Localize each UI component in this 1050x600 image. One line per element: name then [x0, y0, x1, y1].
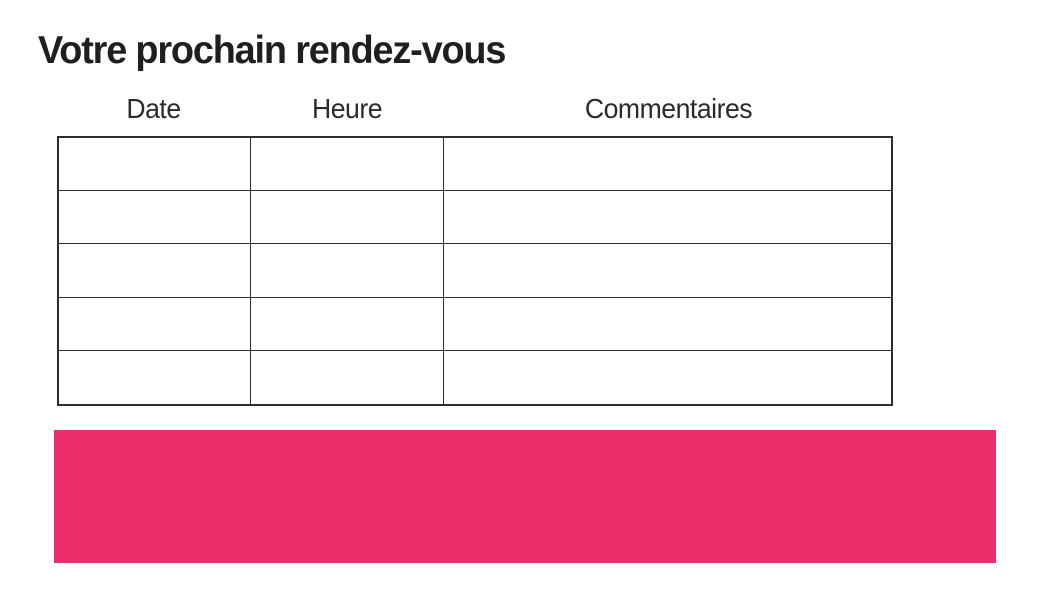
table-cell: [59, 297, 252, 350]
appointments-table: [57, 136, 893, 406]
table-cell: [444, 138, 891, 190]
table-cell: [59, 350, 252, 404]
table-cell: [444, 191, 891, 243]
table-cell: [444, 351, 891, 404]
table-row: [59, 297, 891, 351]
table-cell: [59, 138, 252, 191]
column-header-date: Date: [126, 93, 181, 124]
table-cell: [59, 191, 252, 244]
column-header-commentaires: Commentaires: [584, 93, 753, 124]
table-cell: [59, 244, 252, 297]
table-cell: [251, 297, 445, 350]
table-row: [59, 350, 891, 404]
table-cell: [251, 191, 445, 244]
column-header-heure: Heure: [311, 93, 383, 124]
table-cell: [251, 350, 445, 404]
table-row: [59, 244, 891, 298]
table-row: [59, 138, 891, 192]
table-cell: [444, 298, 891, 350]
table-cell: [251, 138, 445, 191]
table-header-row: Date Heure Commentaires: [57, 92, 893, 126]
banner: [54, 430, 996, 563]
table-cell: [444, 244, 891, 296]
table-cell: [251, 244, 445, 297]
table-row: [59, 191, 891, 245]
page-title: Votre prochain rendez-vous: [38, 29, 506, 72]
